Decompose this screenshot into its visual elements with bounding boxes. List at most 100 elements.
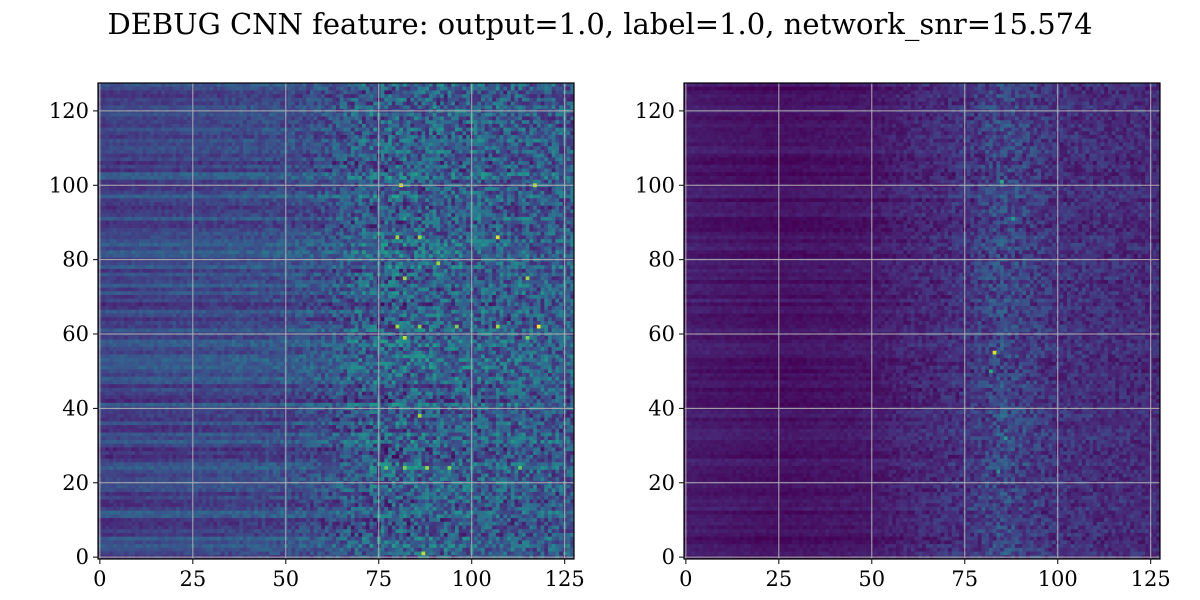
heatmap-cell	[458, 202, 463, 207]
heatmap-cell	[176, 213, 181, 218]
heatmap-cell	[220, 216, 225, 221]
heatmap-cell	[462, 168, 467, 173]
heatmap-cell	[112, 161, 117, 166]
heatmap-cell	[533, 135, 538, 140]
heatmap-cell	[257, 127, 262, 132]
heatmap-cell	[373, 224, 378, 229]
heatmap-cell	[254, 157, 259, 162]
heatmap-cell	[373, 86, 378, 91]
heatmap-cell	[488, 216, 493, 221]
heatmap-cell	[533, 216, 538, 221]
heatmap-cell	[399, 202, 404, 207]
heatmap-cell	[302, 97, 307, 102]
heatmap-cell	[473, 123, 478, 128]
heatmap-cell	[514, 216, 519, 221]
heatmap-cell	[354, 224, 359, 229]
heatmap-cell	[373, 179, 378, 184]
heatmap-cell	[373, 190, 378, 195]
heatmap-cell	[231, 202, 236, 207]
heatmap-cell	[362, 131, 367, 136]
heatmap-cell	[440, 120, 445, 125]
heatmap-cell	[455, 175, 460, 181]
heatmap-cell	[354, 164, 359, 169]
heatmap-cell	[332, 120, 337, 125]
heatmap-cell	[116, 224, 121, 229]
heatmap-cell	[481, 213, 486, 218]
heatmap-cell	[451, 97, 456, 102]
heatmap-cell	[406, 149, 411, 155]
heatmap-cell	[551, 90, 556, 95]
heatmap-cell	[384, 120, 389, 125]
heatmap-cell	[265, 83, 270, 88]
heatmap-cell	[187, 198, 192, 203]
heatmap-cell	[295, 97, 300, 102]
heatmap-cell	[428, 209, 434, 214]
heatmap-cell	[332, 112, 337, 117]
heatmap-cell	[525, 123, 530, 128]
heatmap-cell	[239, 209, 244, 214]
heatmap-cell	[566, 220, 571, 225]
heatmap-cell	[124, 116, 129, 121]
heatmap-cell	[358, 157, 363, 162]
heatmap-cell	[131, 220, 136, 225]
heatmap-cell	[425, 216, 430, 221]
heatmap-cell	[138, 131, 143, 136]
heatmap-cell	[410, 172, 415, 177]
heatmap-cell	[395, 105, 400, 110]
heatmap-cell	[555, 97, 560, 102]
heatmap-cell	[246, 157, 251, 162]
heatmap-cell	[309, 164, 315, 169]
heatmap-cell	[380, 123, 385, 128]
heatmap-cell	[354, 97, 359, 102]
heatmap-cell	[120, 131, 125, 136]
heatmap-cell	[521, 216, 527, 221]
heatmap-cell	[209, 116, 214, 121]
heatmap-cell	[551, 153, 556, 158]
heatmap-cell	[287, 105, 292, 110]
heatmap-cell	[391, 123, 396, 128]
heatmap-cell	[350, 187, 355, 192]
heatmap-cell	[540, 205, 545, 210]
heatmap-cell	[101, 161, 106, 166]
heatmap-cell	[369, 194, 374, 199]
heatmap-cell	[231, 94, 236, 99]
heatmap-cell	[525, 149, 530, 155]
heatmap-cell	[105, 209, 110, 214]
heatmap-cell	[112, 105, 117, 110]
heatmap-cell	[172, 209, 177, 214]
heatmap-cell	[458, 127, 463, 132]
heatmap-cell	[153, 120, 158, 125]
heatmap-cell	[380, 101, 385, 106]
heatmap-cell	[455, 97, 460, 102]
heatmap-cell	[481, 116, 486, 121]
heatmap-cell	[484, 131, 489, 136]
heatmap-cell	[391, 157, 396, 162]
heatmap-cell	[287, 157, 292, 162]
heatmap-cell	[380, 94, 385, 99]
heatmap-cell	[399, 205, 404, 210]
heatmap-cell	[521, 157, 527, 162]
heatmap-cell	[350, 86, 355, 91]
heatmap-cell	[521, 149, 527, 155]
heatmap-cell	[414, 135, 419, 140]
heatmap-cell	[198, 116, 203, 121]
heatmap-cell	[555, 157, 560, 162]
heatmap-cell	[179, 202, 184, 207]
heatmap-cell	[276, 164, 281, 169]
heatmap-cell	[362, 216, 367, 221]
heatmap-cell	[428, 94, 434, 99]
heatmap-cell	[239, 105, 244, 110]
heatmap-cell	[328, 105, 333, 110]
heatmap-cell	[566, 94, 571, 99]
heatmap-cell	[135, 135, 140, 140]
heatmap-cell	[317, 116, 322, 121]
heatmap-cell	[533, 157, 538, 162]
heatmap-cell	[105, 101, 110, 106]
heatmap-cell	[499, 172, 504, 177]
heatmap-cell	[455, 157, 460, 162]
heatmap-cell	[428, 90, 434, 95]
heatmap-cell	[138, 179, 143, 184]
heatmap-cell	[261, 216, 266, 221]
heatmap-cell	[354, 205, 359, 210]
heatmap-cell	[183, 172, 188, 177]
